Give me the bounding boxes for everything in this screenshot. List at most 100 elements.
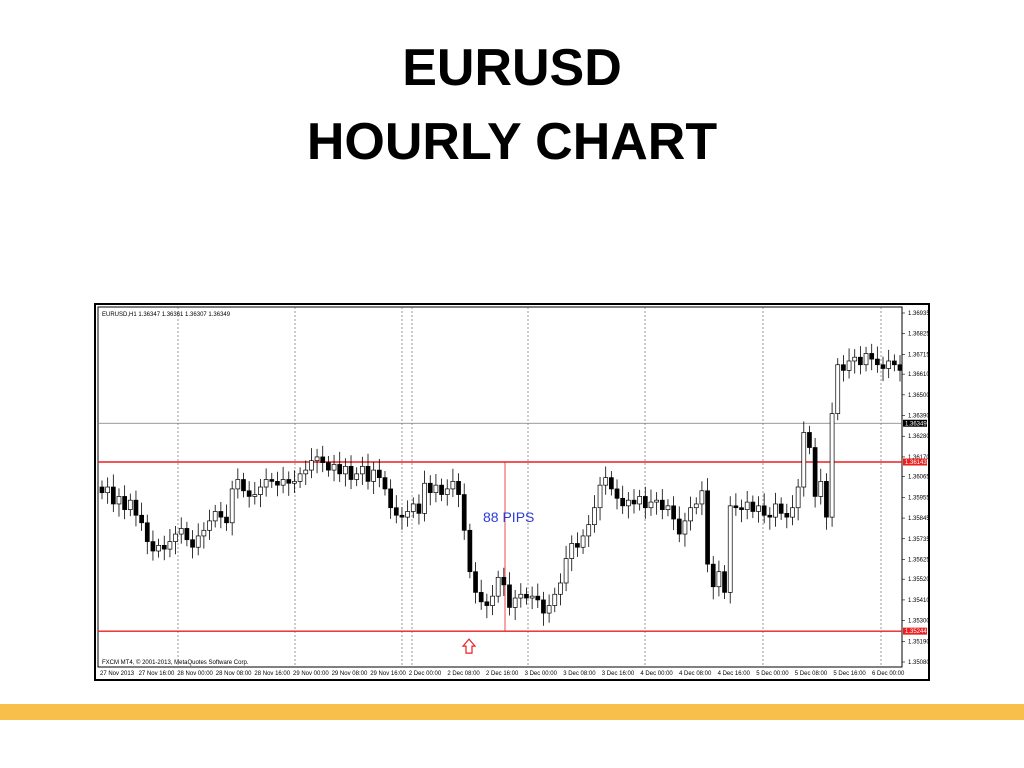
candlestick <box>642 486 648 519</box>
candle-body <box>750 501 756 512</box>
candle-body <box>207 520 212 531</box>
candle-body <box>869 353 875 360</box>
candlestick <box>416 494 422 525</box>
candle-body <box>727 505 733 593</box>
candle-body <box>326 462 331 471</box>
candlestick <box>524 587 529 605</box>
candlestick <box>563 545 569 592</box>
candle-body <box>586 524 592 537</box>
candlestick <box>592 495 597 533</box>
candle-body <box>739 507 744 510</box>
candlestick <box>891 354 897 372</box>
candlestick <box>852 349 858 374</box>
candlestick <box>535 583 541 609</box>
candlestick <box>710 556 716 600</box>
candlestick <box>190 530 195 559</box>
candlestick <box>767 507 773 530</box>
candle-body <box>161 545 167 550</box>
x-tick-label: 2 Dec 16:00 <box>486 671 519 677</box>
candlestick <box>184 521 190 547</box>
y-tick-label: 1.35735 <box>908 537 928 543</box>
candlestick <box>235 468 241 499</box>
candle-body <box>744 501 750 510</box>
candle-body <box>444 488 450 495</box>
candlestick <box>739 499 744 523</box>
candlestick <box>778 497 784 520</box>
candle-body <box>880 364 886 369</box>
candle-body <box>195 535 201 548</box>
candlestick <box>790 495 795 526</box>
candlestick <box>314 448 320 474</box>
candle-body <box>846 360 852 371</box>
candlestick <box>699 481 705 516</box>
pips-annotation: 88 PIPS <box>483 509 534 525</box>
candlestick <box>422 470 427 522</box>
current-price-label: 1.36349 <box>905 421 927 427</box>
candlestick <box>541 591 546 626</box>
candle-body <box>852 356 858 362</box>
candle-body <box>546 605 552 614</box>
candle-body <box>393 507 399 516</box>
support-label: 1.35244 <box>905 629 927 635</box>
candlestick <box>693 497 699 515</box>
candle-body <box>218 511 224 518</box>
chart-frame: 27 Nov 2013 27 Nov 16:00 28 Nov 00:00 28 No… <box>94 303 930 681</box>
current-price-badge <box>903 419 927 427</box>
candlestick <box>875 346 880 373</box>
candle-body <box>212 511 218 522</box>
candlestick <box>490 585 495 616</box>
footer-accent-bar <box>0 704 1024 720</box>
candle-body <box>105 486 111 494</box>
candlestick <box>275 471 280 497</box>
candlestick <box>218 501 224 529</box>
candle-body <box>841 364 846 371</box>
candle-body <box>642 496 648 509</box>
candle-body <box>609 477 614 490</box>
candle-body <box>399 514 405 518</box>
candle-body <box>648 501 654 509</box>
x-tick-label: 4 Dec 08:00 <box>679 671 712 677</box>
y-tick-label: 1.36715 <box>908 352 928 358</box>
candlestick <box>456 473 461 508</box>
candle-body <box>535 595 541 601</box>
candle-body <box>263 479 269 488</box>
candlestick <box>337 451 343 482</box>
candlestick <box>722 565 727 599</box>
candlestick <box>280 466 286 494</box>
candlestick <box>320 445 326 473</box>
candlestick <box>727 496 733 604</box>
candle-body <box>699 490 705 505</box>
candlestick <box>388 479 393 519</box>
candle-body <box>456 481 461 495</box>
candlestick <box>473 562 478 604</box>
candlestick <box>156 538 161 558</box>
candle-body <box>258 486 263 495</box>
candlestick <box>586 515 592 548</box>
candlestick <box>812 437 818 508</box>
candlestick <box>897 355 903 382</box>
x-tick-label: 2 Dec 08:00 <box>447 671 480 677</box>
candlestick <box>365 453 371 490</box>
y-tick-label: 1.36500 <box>908 393 928 399</box>
candle-body <box>224 516 229 524</box>
candle-body <box>371 469 377 482</box>
candle-body <box>99 486 105 494</box>
x-tick-label: 3 Dec 08:00 <box>563 671 596 677</box>
candle-body <box>637 496 643 505</box>
candlestick <box>886 349 892 379</box>
candlestick <box>580 529 586 554</box>
candle-body <box>484 601 490 606</box>
candle-body <box>167 541 173 550</box>
candle-body <box>184 528 190 541</box>
candle-body <box>818 481 824 497</box>
candlestick <box>603 466 609 495</box>
x-tick-label: 3 Dec 16:00 <box>602 671 635 677</box>
candlestick <box>858 346 863 375</box>
resistance-badge <box>903 458 927 466</box>
candlestick <box>144 514 150 555</box>
candle-body <box>524 593 529 599</box>
candlestick <box>241 472 246 498</box>
candlestick <box>359 456 365 485</box>
y-tick-label: 1.36065 <box>908 475 928 481</box>
candle-body <box>286 479 292 484</box>
